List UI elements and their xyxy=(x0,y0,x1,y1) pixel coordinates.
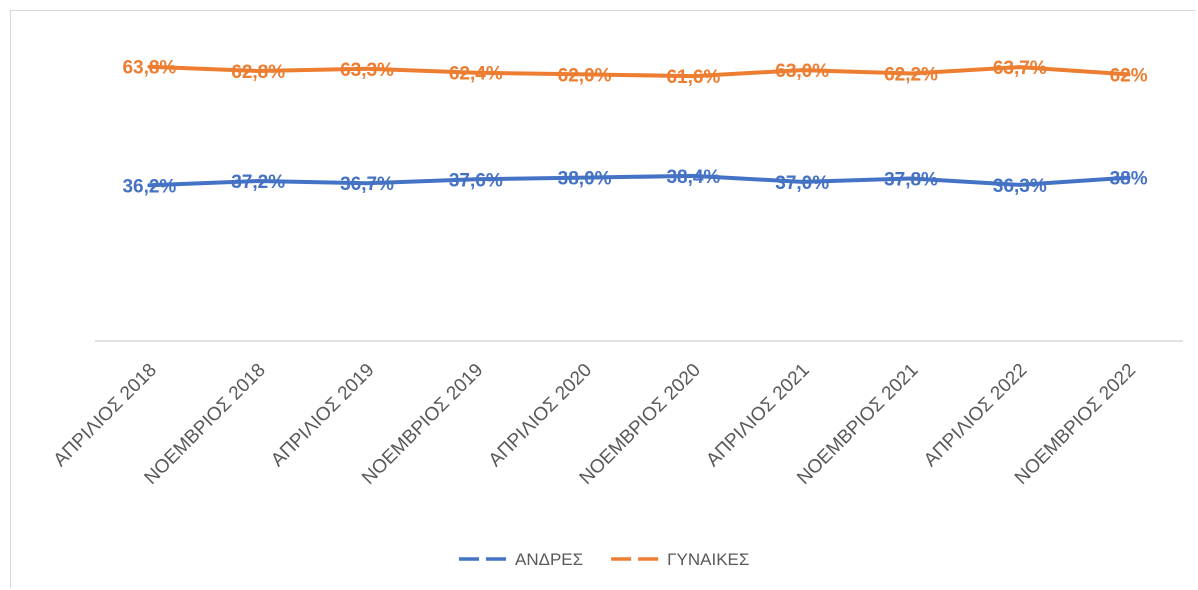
series-lines xyxy=(147,64,1131,188)
data-label: 38,0% xyxy=(558,169,612,190)
series-line-0 xyxy=(147,173,1131,188)
legend: ΑΝΔΡΕΣ ΓΥΝΑΙΚΕΣ xyxy=(459,550,749,569)
data-labels: 36,2% 37,2% 36,7% 37,6% 38,0% 38,4% 37,0% 37,8%… xyxy=(122,58,1147,198)
data-label: 62,0% xyxy=(558,65,612,86)
data-label: 36,7% xyxy=(340,174,394,195)
data-label: 62,2% xyxy=(884,65,938,86)
data-label: 38% xyxy=(1110,169,1148,190)
data-label: 62,8% xyxy=(231,62,285,83)
data-label: 36,3% xyxy=(993,176,1047,197)
x-tick-label: ΝΟΕΜΒΡΙΟΣ 2019 xyxy=(358,360,487,489)
x-tick-label: ΑΠΡΙΛΙΟΣ 2022 xyxy=(920,360,1031,471)
x-tick-label: ΑΠΡΙΛΙΟΣ 2018 xyxy=(50,360,161,471)
legend-item: ΓΥΝΑΙΚΕΣ xyxy=(611,550,749,569)
chart-frame xyxy=(10,10,1196,588)
data-label: 36,2% xyxy=(122,176,176,197)
data-label: 38,4% xyxy=(666,167,720,188)
x-tick-label: ΝΟΕΜΒΡΙΟΣ 2022 xyxy=(1011,360,1140,489)
data-label: 37,0% xyxy=(775,173,829,194)
x-tick-label: ΝΟΕΜΒΡΙΟΣ 2021 xyxy=(793,360,922,489)
legend-label: ΓΥΝΑΙΚΕΣ xyxy=(667,550,749,569)
x-tick-label: ΝΟΕΜΒΡΙΟΣ 2018 xyxy=(141,360,270,489)
legend-label: ΑΝΔΡΕΣ xyxy=(515,550,583,569)
x-tick-label: ΑΠΡΙΛΙΟΣ 2019 xyxy=(267,360,378,471)
x-tick-label: ΑΠΡΙΛΙΟΣ 2020 xyxy=(485,360,596,471)
series-line-1 xyxy=(147,64,1131,79)
data-label: 37,8% xyxy=(884,170,938,191)
data-label: 63,0% xyxy=(775,61,829,82)
legend-item: ΑΝΔΡΕΣ xyxy=(459,550,583,569)
data-label: 62,4% xyxy=(449,64,503,85)
x-tick-label: ΝΟΕΜΒΡΙΟΣ 2020 xyxy=(576,360,705,489)
data-label: 63,3% xyxy=(340,60,394,81)
data-label: 63,7% xyxy=(993,58,1047,79)
data-label: 37,6% xyxy=(449,170,503,191)
data-label: 61,6% xyxy=(666,67,720,88)
data-label: 63,8% xyxy=(122,58,176,79)
data-label: 37,2% xyxy=(231,172,285,193)
x-tick-label: ΑΠΡΙΛΙΟΣ 2021 xyxy=(702,360,813,471)
data-label: 62% xyxy=(1110,65,1148,86)
